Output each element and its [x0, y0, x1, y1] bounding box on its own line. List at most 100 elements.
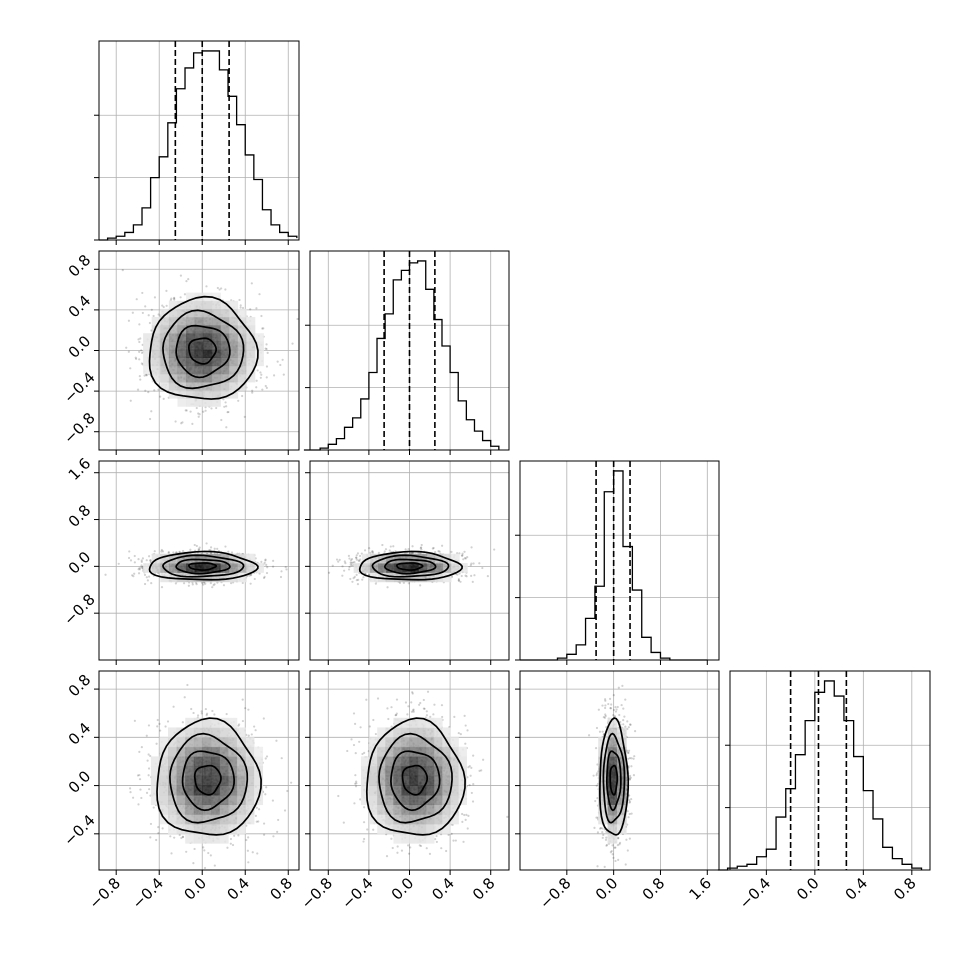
- density-cell: [186, 381, 196, 391]
- sample-point: [150, 582, 153, 585]
- sample-point: [279, 575, 283, 579]
- sample-point: [265, 365, 269, 368]
- density-cell: [168, 357, 178, 367]
- density-cell: [177, 373, 187, 383]
- density-cell: [211, 300, 221, 310]
- sample-point: [189, 548, 192, 551]
- sample-point: [138, 323, 141, 326]
- sample-point: [243, 415, 246, 419]
- sample-point: [264, 347, 267, 350]
- sample-point: [335, 558, 339, 561]
- sample-point: [272, 559, 275, 562]
- sample-point: [241, 306, 245, 310]
- sample-point: [131, 311, 134, 314]
- density-cell: [220, 308, 230, 318]
- sample-point: [296, 317, 299, 321]
- sample-point: [187, 584, 190, 587]
- sample-point: [260, 373, 263, 376]
- density-cell: [177, 349, 187, 358]
- sample-point: [281, 358, 284, 361]
- sample-point: [347, 568, 351, 571]
- histogram-step: [303, 260, 500, 451]
- sample-point: [140, 564, 143, 567]
- sample-point: [129, 559, 133, 562]
- density-cell: [246, 341, 256, 350]
- density-cell: [143, 357, 153, 367]
- histogram-step: [99, 50, 298, 241]
- sample-point: [137, 558, 140, 561]
- density-cell: [177, 398, 187, 407]
- sample-point: [191, 583, 194, 586]
- sample-point: [147, 555, 151, 558]
- sample-point: [209, 546, 213, 549]
- density-cell: [254, 349, 264, 358]
- sample-point: [355, 573, 358, 576]
- sample-point: [255, 386, 258, 389]
- sample-point: [167, 551, 170, 554]
- sample-point: [271, 565, 275, 568]
- sample-point: [224, 545, 227, 548]
- density-cell: [237, 308, 247, 318]
- sample-point: [134, 356, 137, 359]
- sample-point: [407, 548, 410, 551]
- sample-point: [470, 546, 473, 549]
- y-tick-label: 0.0: [65, 332, 95, 362]
- y-tick-label: 1.6: [65, 454, 95, 484]
- sample-point: [280, 570, 283, 573]
- sample-point: [241, 394, 244, 398]
- sample-point: [348, 565, 351, 569]
- sample-point: [141, 311, 144, 315]
- sample-point: [224, 288, 227, 291]
- sample-point: [369, 551, 372, 554]
- sample-point: [404, 548, 407, 551]
- x-tick-label: 0.0: [793, 874, 823, 904]
- hist-panel-3-frame: [729, 670, 931, 871]
- sample-point: [148, 417, 152, 421]
- sample-point: [246, 849, 249, 852]
- density-cell: [229, 381, 239, 391]
- density-cell: [177, 341, 187, 350]
- density-cell: [203, 349, 213, 358]
- sample-point: [419, 547, 422, 550]
- density-cell: [211, 390, 221, 399]
- sample-point: [160, 586, 164, 589]
- sample-point: [157, 313, 160, 316]
- sample-point: [461, 554, 464, 557]
- sample-point: [139, 337, 142, 340]
- sample-point: [144, 389, 147, 392]
- sample-point: [338, 558, 341, 561]
- sample-point: [251, 389, 254, 392]
- sample-point: [147, 767, 151, 770]
- sample-point: [179, 274, 183, 277]
- sample-point: [238, 298, 241, 302]
- sample-point: [254, 814, 257, 817]
- sample-point: [181, 549, 185, 553]
- sample-point: [205, 285, 208, 288]
- sample-point: [388, 549, 391, 552]
- sample-point: [450, 550, 453, 554]
- sample-point: [230, 551, 234, 554]
- sample-point: [478, 562, 481, 565]
- sample-point: [137, 572, 141, 575]
- sample-point: [470, 574, 473, 577]
- sample-point: [138, 350, 141, 353]
- sample-point: [189, 410, 192, 413]
- sample-point: [266, 566, 269, 569]
- sample-point: [149, 559, 152, 562]
- sample-point: [129, 367, 132, 370]
- sample-point: [291, 342, 294, 345]
- sample-point: [358, 554, 362, 558]
- sample-point: [148, 321, 151, 325]
- sample-point: [141, 557, 145, 560]
- sample-point: [198, 413, 201, 416]
- sample-point: [182, 582, 186, 585]
- density-cell: [151, 341, 161, 350]
- sample-point: [143, 573, 147, 577]
- sample-point: [262, 327, 265, 330]
- sample-point: [169, 835, 172, 838]
- sample-point: [159, 395, 162, 398]
- sample-point: [265, 386, 268, 389]
- y-tick-label: −0.4: [60, 368, 98, 406]
- sample-point: [353, 575, 356, 578]
- sample-point: [187, 277, 190, 281]
